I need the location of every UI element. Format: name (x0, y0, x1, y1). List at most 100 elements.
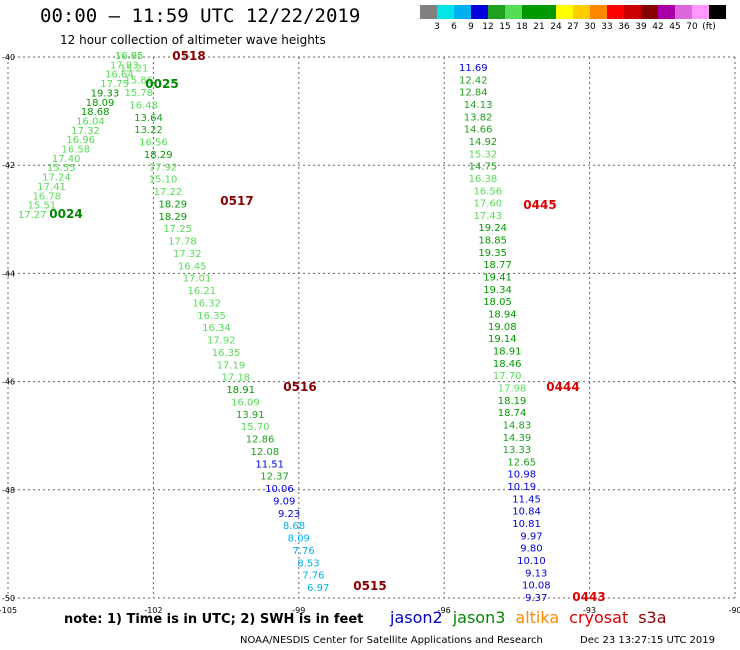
wave-height-value: 6.97 (307, 583, 329, 594)
x-tick-label: -102 (144, 606, 162, 615)
wave-height-value: 17.60 (473, 199, 502, 210)
time-label: 0444 (546, 380, 579, 394)
wave-height-value: 8.53 (297, 558, 319, 569)
wave-height-value: 15.10 (149, 175, 178, 186)
wave-height-value: 12.08 (251, 447, 280, 458)
time-label: 0518 (172, 49, 205, 63)
color-scale-label: 33 (601, 22, 613, 32)
color-swatch (454, 5, 471, 19)
wave-height-value: 8.68 (283, 521, 305, 532)
y-tick-label: -46 (2, 378, 15, 387)
wave-height-value: 16.56 (473, 186, 502, 197)
wave-height-value: 18.05 (483, 297, 512, 308)
y-tick-label: -44 (2, 269, 15, 278)
color-scale-label: 42 (652, 22, 664, 32)
tick-labels: -105 -102 -99 -96 -93 -90 -40 -42 -44 -46 -48 -50 (0, 53, 740, 615)
x-tick-label: -96 (438, 606, 451, 615)
color-scale-label: 3 (434, 22, 440, 32)
wave-height-value: 11.51 (255, 459, 284, 470)
color-scale-label: 27 (567, 22, 579, 32)
time-label: 0445 (523, 198, 556, 212)
wave-height-value: 19.24 (478, 223, 507, 234)
color-scale-label: 21 (533, 22, 545, 32)
wave-height-value: 16.78 (32, 191, 61, 202)
wave-height-value: 18.09 (86, 98, 115, 109)
wave-height-value: 7.76 (302, 571, 324, 582)
color-swatch (556, 5, 573, 19)
time-label: 0443 (572, 590, 605, 604)
wave-height-value: 16.96 (66, 135, 95, 146)
wave-height-value: 11.69 (459, 63, 488, 74)
wave-height-value: 17.98 (498, 383, 527, 394)
color-scale-label: 12 (482, 22, 494, 32)
time-labels: 0518 0025 0024 0517 0516 0515 0445 0444 0443 (49, 49, 605, 604)
x-tick-label: -90 (728, 606, 740, 615)
color-scale-label: 36 (618, 22, 630, 32)
wave-height-value: 10.81 (512, 519, 541, 530)
satellite-legend-item: cryosat (569, 608, 629, 627)
wave-height-value: 16.35 (197, 311, 226, 322)
x-tick-label: -93 (583, 606, 596, 615)
wave-height-value: 18.74 (498, 408, 527, 419)
wave-height-value: 17.19 (217, 360, 246, 371)
wave-height-value: 15.21 (120, 63, 149, 74)
wave-height-value: 14.83 (503, 420, 532, 431)
wave-height-value: 16.35 (212, 348, 241, 359)
wave-height-value: 17.93 (110, 60, 139, 71)
color-scale-label: 70 (686, 22, 698, 32)
wave-height-value: 17.22 (154, 187, 183, 198)
color-swatch (607, 5, 624, 19)
wave-height-value: 19.35 (478, 248, 507, 259)
data-points: 17.2715.5116.7817.4117.2415.5517.4016.58… (18, 51, 551, 604)
wave-height-value: 18.91 (226, 385, 255, 396)
wave-height-value: 13.91 (236, 410, 265, 421)
wave-height-value: 18.91 (493, 346, 522, 357)
wave-height-value: 16.85 (115, 51, 144, 62)
satellite-legend-item: jason3 (452, 608, 506, 627)
wave-height-value: 17.92 (207, 336, 236, 347)
wave-height-value: 9.80 (520, 544, 542, 555)
wave-height-value: 17.25 (163, 224, 192, 235)
wave-height-value: 9.23 (278, 509, 300, 520)
color-swatch (505, 5, 522, 19)
wave-height-value: 12.42 (459, 75, 488, 86)
wave-height-value: 18.68 (81, 107, 110, 118)
color-scale-label: 18 (516, 22, 528, 32)
wave-height-value: 8.09 (288, 534, 310, 545)
wave-height-value: 14.66 (464, 125, 493, 136)
wave-height-value: 14.39 (503, 433, 532, 444)
wave-height-value: 10.98 (507, 470, 536, 481)
color-scale-label: 15 (499, 22, 511, 32)
wave-height-value: 18.77 (483, 260, 512, 271)
wave-height-value: 9.97 (520, 531, 542, 542)
wave-height-value: 13.64 (134, 113, 163, 124)
wave-height-value: 19.34 (483, 285, 512, 296)
wave-height-value: 16.58 (62, 145, 91, 156)
wave-height-value: 16.09 (231, 397, 260, 408)
satellite-legend-item: s3a (638, 608, 667, 627)
wave-height-value: 18.85 (478, 236, 507, 247)
wave-height-value: 17.18 (221, 373, 250, 384)
x-tick-label: -105 (0, 606, 17, 615)
wave-height-value: 17.40 (52, 154, 81, 165)
color-scale-label: 30 (584, 22, 596, 32)
wave-height-value: 13.22 (134, 125, 163, 136)
wave-height-value: 18.29 (158, 212, 187, 223)
wave-height-value: 9.09 (273, 496, 295, 507)
wave-height-value: 16.56 (139, 138, 168, 149)
color-swatch (675, 5, 692, 19)
wave-height-value: 12.86 (246, 435, 275, 446)
color-swatch (522, 5, 539, 19)
wave-height-value: 15.51 (28, 201, 57, 212)
y-tick-label: -40 (2, 53, 15, 62)
color-swatch (709, 5, 726, 19)
wave-height-value: 18.19 (498, 396, 527, 407)
wave-height-value: 17.32 (71, 126, 100, 137)
wave-height-value: 19.08 (488, 322, 517, 333)
wave-height-value: 9.37 (525, 593, 547, 604)
time-label: 0517 (220, 194, 253, 208)
color-swatch (539, 5, 556, 19)
wave-height-value: 16.34 (202, 323, 231, 334)
wave-height-value: 12.37 (260, 472, 289, 483)
